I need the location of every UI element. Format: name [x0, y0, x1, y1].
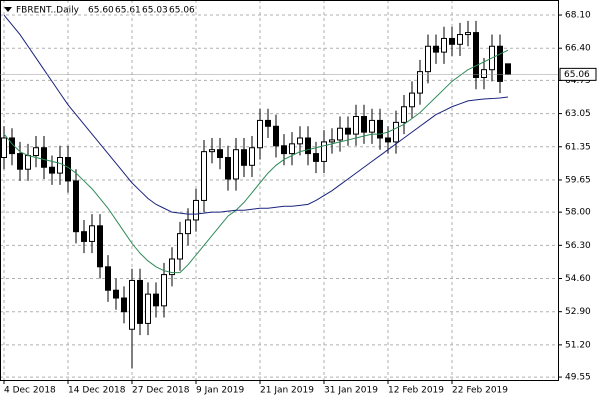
candle-body — [409, 92, 415, 108]
candle-body — [313, 153, 319, 162]
candle-body — [433, 45, 439, 53]
x-tick-label: 4 Dec 2018 — [4, 386, 56, 396]
moving-average — [3, 49, 509, 274]
candle-body — [145, 293, 151, 324]
moving-average — [3, 14, 509, 215]
candle-body — [153, 293, 159, 307]
x-tick-label: 27 Dec 2018 — [132, 386, 190, 396]
candle-body — [129, 279, 135, 330]
candle-body — [161, 274, 167, 307]
candle-body — [401, 106, 407, 123]
candle-body — [297, 137, 303, 145]
x-tick-label: 14 Dec 2018 — [68, 386, 126, 396]
candle-body — [457, 34, 463, 45]
candle-body — [441, 37, 447, 53]
y-tick-label: 61.35 — [565, 142, 591, 152]
y-tick-label: 58.00 — [565, 208, 591, 218]
candle-body — [113, 289, 119, 299]
candle-body — [337, 127, 343, 141]
candle-body — [497, 45, 503, 82]
candle-body — [65, 157, 71, 182]
candle-body — [329, 139, 335, 143]
candle-body — [265, 119, 271, 127]
candle-body — [385, 137, 391, 143]
candle-body — [281, 145, 287, 155]
candle-body — [233, 149, 239, 180]
header-value: 65.06 — [169, 6, 195, 16]
candle-body — [177, 233, 183, 260]
candle-body — [241, 149, 247, 166]
candle-body — [97, 225, 103, 268]
candle-body — [425, 45, 431, 73]
candle-body — [393, 121, 399, 143]
candle-body — [377, 119, 383, 139]
candle-body — [249, 147, 255, 166]
y-tick-label: 51.20 — [565, 340, 591, 350]
candle-body — [481, 69, 487, 78]
candle-body — [225, 157, 231, 180]
y-tick-label: 68.10 — [565, 11, 591, 21]
candle-body — [185, 219, 191, 235]
candle-body — [137, 279, 143, 324]
header-value: 65.60 — [88, 6, 114, 16]
candle-body — [273, 125, 279, 147]
candle-body — [353, 116, 359, 135]
candle-body — [73, 180, 79, 233]
chart-title: FBRENT..Daily — [16, 6, 80, 16]
symbol-icon — [4, 7, 12, 12]
x-tick-label: 12 Feb 2019 — [388, 386, 444, 396]
candle-body — [1, 137, 7, 159]
x-tick-label: 21 Jan 2019 — [260, 386, 314, 396]
y-tick-label: 64.75 — [565, 76, 591, 86]
last-price-label: 65.06 — [564, 70, 590, 80]
candle-body — [417, 71, 423, 94]
candle-body — [217, 149, 223, 159]
candle-body — [209, 149, 215, 153]
candle-body — [321, 141, 327, 162]
header-value: 65.61 — [115, 6, 141, 16]
candle-body — [201, 151, 207, 201]
candle-body — [193, 199, 199, 221]
y-tick-label: 52.90 — [565, 307, 591, 317]
candle-body — [25, 155, 31, 170]
candle-body — [345, 127, 351, 135]
x-tick-label: 9 Jan 2019 — [196, 386, 244, 396]
candle-body — [121, 297, 127, 313]
y-tick-label: 63.05 — [565, 109, 591, 119]
candle-body — [105, 266, 111, 291]
candle-body — [369, 119, 375, 133]
x-tick-label: 22 Feb 2019 — [452, 386, 508, 396]
candle-body — [17, 153, 23, 170]
y-tick-label: 54.60 — [565, 274, 591, 284]
candle-body — [305, 137, 311, 155]
candle-body — [33, 147, 39, 157]
candle-body — [449, 37, 455, 45]
candle-body — [81, 231, 87, 242]
candle-body — [505, 63, 511, 75]
x-tick-label: 31 Jan 2019 — [324, 386, 378, 396]
candle-body — [257, 119, 263, 149]
candle-body — [89, 225, 95, 242]
y-tick-label: 59.65 — [565, 175, 591, 185]
y-tick-label: 49.55 — [565, 373, 591, 383]
candle-body — [289, 143, 295, 155]
candle-body — [361, 116, 367, 133]
candle-body — [473, 32, 479, 78]
candle-body — [57, 157, 63, 174]
header-value: 65.03 — [142, 6, 168, 16]
candle-body — [465, 32, 471, 36]
last-price-box — [559, 67, 597, 81]
y-tick-label: 56.30 — [565, 241, 591, 251]
candle-body — [169, 258, 175, 276]
plot-frame — [0, 0, 559, 381]
candle-body — [49, 166, 55, 174]
y-tick-label: 66.40 — [565, 44, 591, 54]
candle-body — [41, 147, 47, 168]
